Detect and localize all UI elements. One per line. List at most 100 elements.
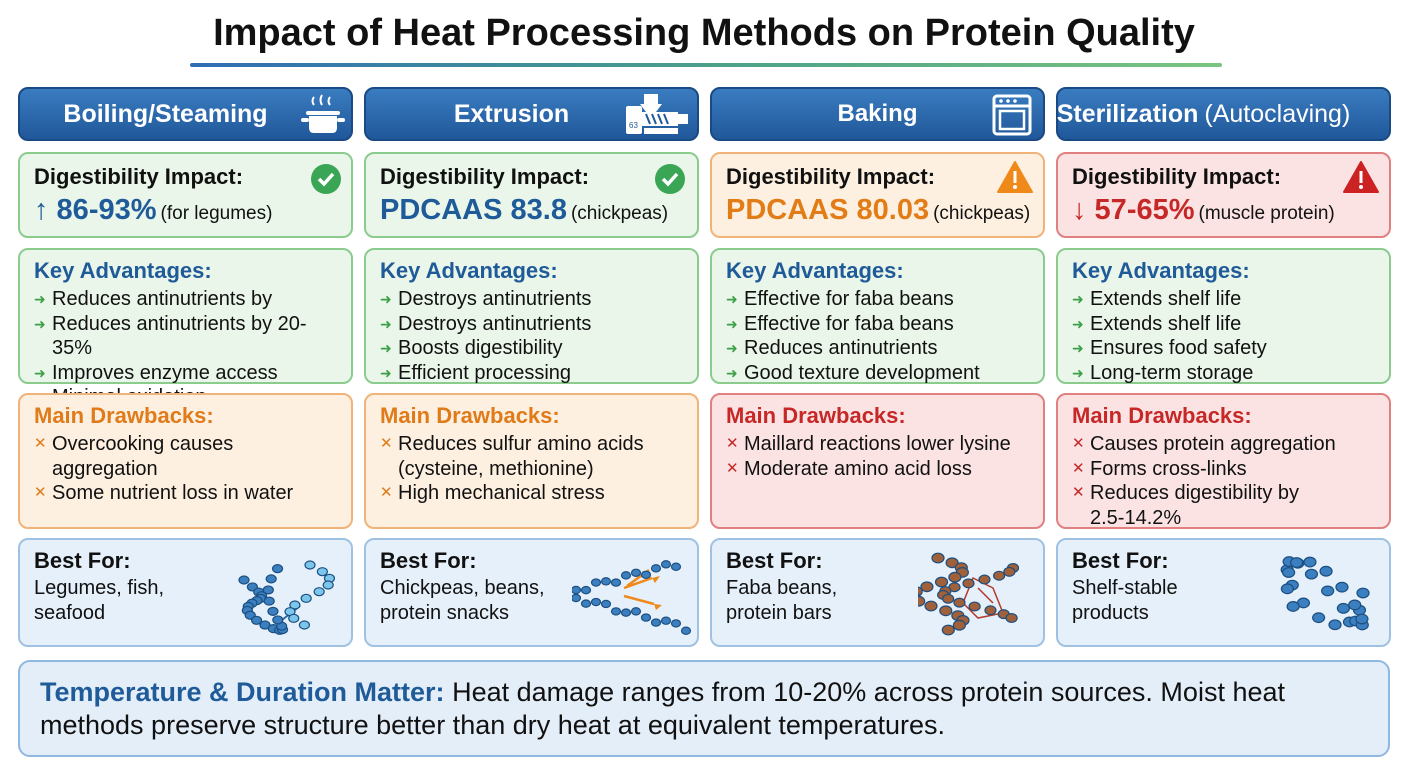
bead [265,574,277,584]
bead [968,601,981,612]
best-for-box: Best For: Chickpeas, beans, protein snacks [364,538,699,647]
warning-icon [1343,161,1379,193]
bead [934,576,949,588]
bead [984,605,997,616]
best-for-line: protein bars [726,602,832,624]
drawback-item: Causes protein aggregation [1072,432,1375,457]
method-header: Baking [710,87,1045,141]
bead [600,599,612,609]
advantage-item: Improves enzyme access [34,361,337,386]
protein-strand-illustration [572,560,692,635]
oven-icon [992,94,1032,136]
best-for-line: seafood [34,602,106,624]
digestibility-note: (chickpeas) [570,203,669,224]
pot-icon [301,94,345,133]
bead [590,578,602,587]
drawback-item: Reduces digestibility by 2.5-14.2% [1072,481,1317,530]
bead [945,557,959,569]
bead [1321,585,1335,597]
warning-icon [997,161,1033,193]
bead [931,552,945,564]
bead [650,618,662,627]
advantages-list: Reduces antinutrients byReduces antinutr… [34,287,337,410]
svg-text:63: 63 [629,121,638,130]
bead [600,577,612,586]
bead [1286,601,1300,612]
drawbacks-box: Main Drawbacks: Causes protein aggregatio… [1056,393,1391,529]
method-header: Sterilization (Autoclaving) [1056,87,1391,141]
bead [322,580,334,590]
method-name: Baking [837,100,918,127]
bead [238,575,250,585]
bead [572,585,582,595]
advantage-item: Boosts digestibility [380,336,683,361]
bead [1355,613,1369,625]
advantages-box: Key Advantages: Reduces antinutrients byR… [18,248,353,409]
best-for-line: protein snacks [380,602,509,624]
bead [953,597,966,608]
method-header: Boiling/Steaming [18,87,353,141]
digestibility-label: Digestibility Impact: [1072,164,1282,189]
bead [1328,619,1342,631]
bead [620,571,632,580]
advantages-list: Extends shelf lifeExtends shelf lifeEnsu… [1072,287,1375,385]
advantages-title: Key Advantages: [726,258,904,283]
bead [918,586,923,597]
digestibility-value: ↑ 86-93% [34,194,157,226]
bead [267,606,279,616]
extruder-icon: 63 [626,94,688,134]
advantages-box: Key Advantages: Extends shelf lifeExtends… [1056,248,1391,385]
drawback-item: Overcooking causes aggregation [34,432,264,481]
digestibility-value-line: ↑ 86-93% (for legumes) [34,194,337,227]
footer-text: Heat damage ranges from 10-20% across pr… [40,677,1285,740]
protein-chain-illustration [238,560,336,635]
bead [313,587,325,597]
footer-lead: Temperature & Duration Matter: [40,677,445,707]
digestibility-label: Digestibility Impact: [380,164,590,189]
bead [660,560,672,569]
drawback-item: Moderate amino acid loss [726,457,1029,482]
drawback-item: Reduces sulfur amino acids (cysteine, me… [380,432,683,481]
bead [1348,599,1362,611]
bead [640,570,652,579]
drawbacks-list: Maillard reactions lower lysineModerate … [726,432,1029,481]
advantage-item: Efficient processing [380,361,683,386]
best-for-title: Best For: [34,548,131,573]
bead [670,619,682,628]
drawback-item: High mechanical stress [380,481,683,506]
drawbacks-list: Reduces sulfur amino acids (cysteine, me… [380,432,683,506]
drawbacks-box: Main Drawbacks: Maillard reactions lower … [710,393,1045,529]
bead [993,570,1006,581]
best-for-box: Best For: Faba beans, protein bars [710,538,1045,647]
best-for-line: Faba beans, [726,577,838,599]
footer: Temperature & Duration Matter: Heat dama… [18,660,1390,757]
crosslinked-chain-illustration [1280,556,1370,631]
method-note: (Autoclaving) [1204,99,1351,128]
digestibility-value-line: PDCAAS 83.8 (chickpeas) [380,194,683,227]
bead [250,615,263,625]
drawbacks-title: Main Drawbacks: [34,403,214,428]
bead [962,578,975,589]
bead [942,593,955,604]
advantages-list: Effective for faba beansEffective for fa… [726,287,1029,385]
bead [1003,566,1016,577]
drawback-item: Forms cross-links [1072,457,1375,482]
method-column: Extrusion Digestibility Impact: PDCAAS 83.… [364,87,699,647]
best-for-title: Best For: [1072,548,1169,573]
digestibility-label: Digestibility Impact: [34,164,244,189]
bead [620,608,632,617]
bead [630,568,642,577]
bead [288,613,300,623]
method-column: Boiling/Steaming Digestibility Impact: ↑ 8… [18,87,353,647]
best-for-title: Best For: [380,548,477,573]
bead [630,607,642,616]
bead [650,564,662,573]
bead [300,593,312,603]
bead [610,578,622,587]
advantages-list: Destroys antinutrientsDestroys antinutri… [380,287,683,385]
drawbacks-box: Main Drawbacks: Overcooking causes aggreg… [18,393,353,529]
advantage-item: Destroys antinutrients [380,287,683,312]
advantage-item: Extends shelf life [1072,312,1375,337]
drawbacks-box: Main Drawbacks: Reduces sulfur amino acid… [364,393,699,529]
